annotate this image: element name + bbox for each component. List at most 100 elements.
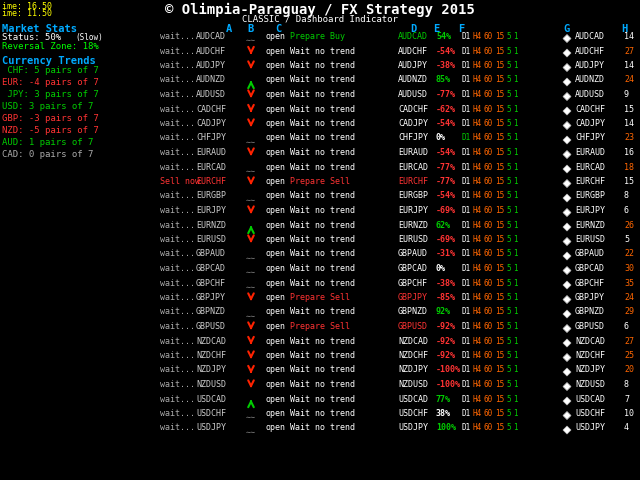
Text: -100%: -100%: [436, 380, 461, 389]
Text: EURAUD: EURAUD: [398, 148, 428, 157]
Text: ∼∼: ∼∼: [246, 268, 256, 277]
Text: Wait no trend: Wait no trend: [290, 336, 355, 346]
Text: D1: D1: [461, 148, 470, 157]
Text: 15: 15: [495, 163, 504, 171]
Text: -38%: -38%: [436, 61, 456, 70]
Text: Wait no trend: Wait no trend: [290, 235, 355, 244]
Text: 1: 1: [513, 75, 517, 84]
Text: 1: 1: [513, 61, 517, 70]
Text: open: open: [265, 133, 285, 143]
Text: Wait no trend: Wait no trend: [290, 105, 355, 113]
Text: AUDCHF: AUDCHF: [196, 47, 226, 56]
Text: -77%: -77%: [436, 163, 456, 171]
Text: 15: 15: [495, 220, 504, 229]
Text: H4: H4: [472, 32, 482, 41]
Text: H4: H4: [472, 220, 482, 229]
Text: 15: 15: [495, 409, 504, 418]
Text: 14: 14: [624, 61, 634, 70]
Text: Currency Trends: Currency Trends: [2, 56, 96, 66]
Text: 1: 1: [513, 336, 517, 346]
Text: -54%: -54%: [436, 47, 456, 56]
Text: 15: 15: [495, 395, 504, 404]
Polygon shape: [563, 180, 571, 188]
Text: wait...: wait...: [160, 409, 195, 418]
Text: open: open: [265, 351, 285, 360]
Text: EURCAD: EURCAD: [196, 163, 226, 171]
Text: 1: 1: [513, 395, 517, 404]
Text: 15: 15: [495, 75, 504, 84]
Text: Status: 50%: Status: 50%: [2, 33, 61, 42]
Text: Wait no trend: Wait no trend: [290, 395, 355, 404]
Text: 60: 60: [484, 75, 493, 84]
Polygon shape: [563, 281, 571, 289]
Text: NZDJPY: NZDJPY: [196, 365, 226, 374]
Text: 5: 5: [507, 32, 511, 41]
Polygon shape: [563, 368, 571, 376]
Text: Prepare Sell: Prepare Sell: [290, 293, 350, 302]
Text: D1: D1: [461, 75, 470, 84]
Text: GBPCAD: GBPCAD: [575, 264, 605, 273]
Text: 15: 15: [495, 278, 504, 288]
Text: wait...: wait...: [160, 235, 195, 244]
Text: EUR: -4 pairs of 7: EUR: -4 pairs of 7: [2, 78, 99, 87]
Text: 1: 1: [513, 177, 517, 186]
Text: Wait no trend: Wait no trend: [290, 163, 355, 171]
Text: 60: 60: [484, 250, 493, 259]
Polygon shape: [563, 354, 571, 361]
Text: wait...: wait...: [160, 308, 195, 316]
Text: H4: H4: [472, 235, 482, 244]
Text: 1: 1: [513, 235, 517, 244]
Text: 5: 5: [507, 293, 511, 302]
Text: 5: 5: [624, 235, 629, 244]
Text: 60: 60: [484, 380, 493, 389]
Text: D1: D1: [461, 90, 470, 99]
Text: 15: 15: [495, 105, 504, 113]
Text: ∼∼: ∼∼: [246, 138, 256, 146]
Text: D1: D1: [461, 322, 470, 331]
Text: GBPCHF: GBPCHF: [575, 278, 605, 288]
Text: D1: D1: [461, 47, 470, 56]
Text: D1: D1: [461, 133, 470, 143]
Text: 15: 15: [624, 105, 634, 113]
Text: 5: 5: [507, 206, 511, 215]
Text: 60: 60: [484, 409, 493, 418]
Polygon shape: [563, 223, 571, 231]
Text: Wait no trend: Wait no trend: [290, 192, 355, 201]
Text: 60: 60: [484, 163, 493, 171]
Polygon shape: [563, 252, 571, 260]
Text: open: open: [265, 148, 285, 157]
Text: CHF: 5 pairs of 7: CHF: 5 pairs of 7: [2, 66, 99, 75]
Text: -77%: -77%: [436, 177, 456, 186]
Text: EURCHF: EURCHF: [575, 177, 605, 186]
Text: wait...: wait...: [160, 90, 195, 99]
Text: open: open: [265, 322, 285, 331]
Text: 77%: 77%: [436, 395, 451, 404]
Text: 85%: 85%: [436, 75, 451, 84]
Text: 5: 5: [507, 336, 511, 346]
Text: H4: H4: [472, 308, 482, 316]
Text: USDCAD: USDCAD: [398, 395, 428, 404]
Text: 1: 1: [513, 119, 517, 128]
Text: H4: H4: [472, 278, 482, 288]
Text: wait...: wait...: [160, 264, 195, 273]
Text: AUDNZD: AUDNZD: [196, 75, 226, 84]
Polygon shape: [563, 339, 571, 347]
Text: CADCHF: CADCHF: [196, 105, 226, 113]
Text: 24: 24: [624, 293, 634, 302]
Text: H4: H4: [472, 105, 482, 113]
Text: 9: 9: [624, 90, 629, 99]
Text: EURCHF: EURCHF: [398, 177, 428, 186]
Text: EURUSD: EURUSD: [196, 235, 226, 244]
Text: H4: H4: [472, 365, 482, 374]
Polygon shape: [563, 165, 571, 173]
Text: 5: 5: [507, 133, 511, 143]
Text: A: A: [226, 24, 232, 34]
Text: 60: 60: [484, 423, 493, 432]
Text: -69%: -69%: [436, 235, 456, 244]
Text: CAD: 0 pairs of 7: CAD: 0 pairs of 7: [2, 150, 93, 159]
Text: 15: 15: [495, 380, 504, 389]
Text: 16: 16: [624, 148, 634, 157]
Text: -69%: -69%: [436, 206, 456, 215]
Text: 15: 15: [495, 322, 504, 331]
Text: 8: 8: [624, 192, 629, 201]
